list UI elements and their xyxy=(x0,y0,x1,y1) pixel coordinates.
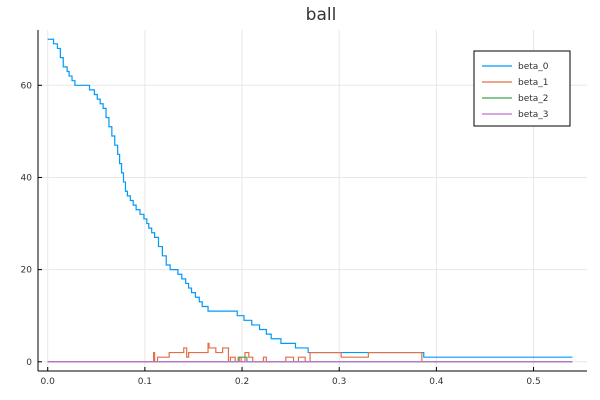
series-line-beta-1 xyxy=(47,342,573,363)
x-tick-label-3: 0.3 xyxy=(332,377,346,387)
series-line-beta-0 xyxy=(47,38,573,358)
legend-label-beta-3: beta_3 xyxy=(518,110,549,120)
x-tick-label-0: 0.0 xyxy=(41,377,56,387)
y-tick-label-0: 0 xyxy=(26,358,32,368)
x-tick-label-4: 0.4 xyxy=(429,377,444,387)
legend-label-beta-0: beta_0 xyxy=(518,62,549,72)
x-tick-label-2: 0.2 xyxy=(235,377,249,387)
axes: 0.0 0.1 0.2 0.3 0.4 0.5 0 20 40 60 xyxy=(21,30,587,387)
chart-title: ball xyxy=(306,5,337,25)
y-tick-label-1: 20 xyxy=(21,266,33,276)
series-layer xyxy=(47,38,573,363)
legend: beta_0 beta_1 beta_2 beta_3 xyxy=(473,50,571,127)
legend-label-beta-1: beta_1 xyxy=(518,78,549,88)
y-tick-label-2: 40 xyxy=(21,173,33,183)
x-tick-label-1: 0.1 xyxy=(138,377,152,387)
y-tick-label-3: 60 xyxy=(21,81,33,91)
x-tick-label-5: 0.5 xyxy=(526,377,540,387)
legend-label-beta-2: beta_2 xyxy=(518,94,549,104)
